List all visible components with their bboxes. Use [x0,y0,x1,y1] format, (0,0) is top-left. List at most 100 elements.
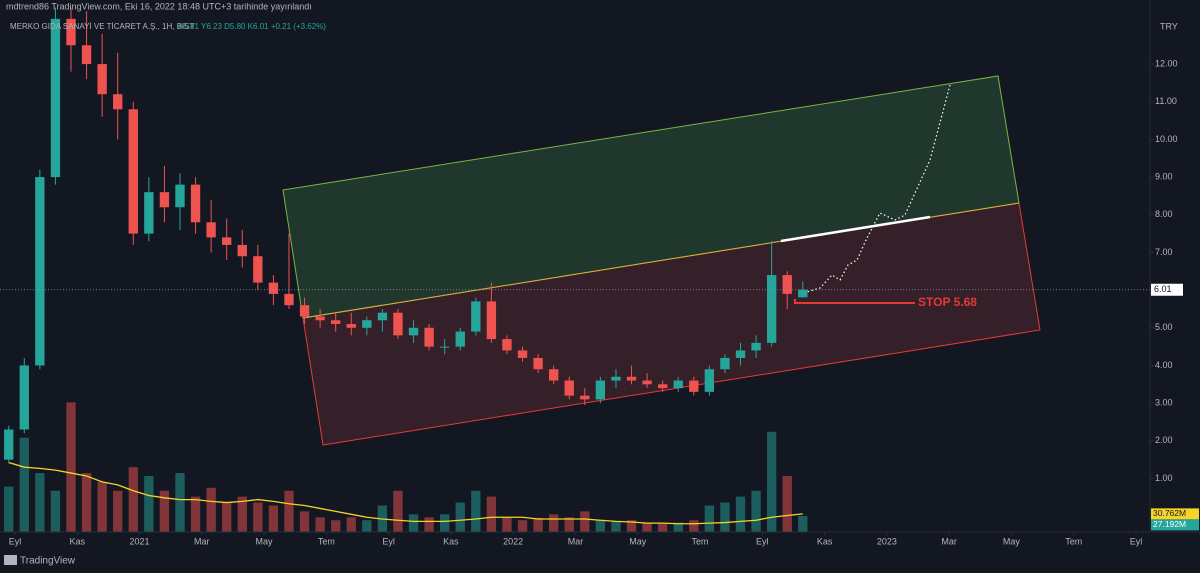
stop-label: STOP 5.68 [918,295,977,309]
candle-body [689,380,699,392]
candle-body [595,380,606,400]
x-tick-label: Tem [692,536,709,546]
candle-body [517,350,528,358]
candle-body [144,192,154,234]
volume-bar [595,520,606,532]
x-tick-label: Mar [568,536,584,546]
symbol: MERKO GIDA SANAYİ VE TİCARET A.Ş., 1H, B… [10,22,195,31]
candle-body [253,256,263,283]
volume-bar [798,515,808,532]
volume-bar [735,496,746,532]
candle-body [81,45,92,65]
volume-bar [689,520,699,532]
candle-body [175,184,185,208]
volume-bar [611,521,621,532]
volume-bar [657,523,668,532]
volume-bar [331,520,341,532]
candle-body [19,365,29,430]
candle-body [564,380,574,396]
candle-body [611,376,621,381]
resistance-line [780,215,931,243]
volume-bar [50,490,61,532]
candle-body [642,380,652,385]
candle-body [782,275,792,294]
volume-bar [362,520,372,532]
volume-tag [1151,519,1199,531]
volume-bar [206,487,216,532]
volume-bar [222,502,232,532]
candle-body [97,64,107,95]
volume-bar [455,502,465,532]
volume-bar [66,402,76,532]
candle-body [190,184,201,223]
candle-body [408,327,419,336]
volume-tag-label: 27.192M [1153,519,1186,529]
x-tick-label: Kas [69,536,85,546]
volume-tag [1151,508,1199,520]
volume-bar [580,511,590,532]
candle-body [424,327,434,347]
volume-bar [113,490,123,532]
volume-bar [159,490,170,532]
last-price-tag [1151,283,1183,296]
y-tick-label: 5.00 [1155,322,1173,332]
published: mdtrend86 TradingView.com, Eki 16, 2022 … [6,1,312,11]
volume-bar [486,496,497,532]
volume-ma [8,461,803,525]
candle-body [393,312,403,336]
candle-body [548,369,559,381]
candle-body [735,350,746,358]
y-tick-label: 2.00 [1155,435,1173,445]
x-tick-label: Tem [1065,536,1082,546]
candle-body [206,222,216,238]
candle-body [798,289,808,298]
volume-bar [408,514,419,532]
candle-body [673,380,683,389]
currency: TRY [1160,21,1178,31]
volume-bar [471,490,481,532]
candle-body [331,320,341,325]
candle-body [440,346,450,348]
candle-body [35,177,45,366]
volume-bar [440,514,450,532]
x-tick-label: 2022 [503,536,523,546]
volume-bar [533,517,543,532]
volume-bar [346,517,356,532]
x-tick-label: May [629,536,647,546]
candle-body [362,320,372,328]
volume-bar [502,517,512,532]
candle-body [237,244,247,257]
y-tick-label: 11.00 [1155,96,1177,106]
volume-bar [190,496,201,532]
candle-body [113,94,123,110]
candle-body [268,282,279,294]
volume-bar [626,520,637,532]
y-tick-label: 1.00 [1155,473,1173,483]
candle-body [533,357,543,370]
volume-bar [673,522,683,532]
x-tick-label: Eyl [1130,536,1143,546]
volume-bar [175,473,185,532]
x-tick-label: Mar [941,536,957,546]
volume-bar [751,490,761,532]
volume-bar [81,473,92,532]
x-tick-label: May [256,536,274,546]
y-tick-label: 3.00 [1155,398,1173,408]
logo [4,555,17,565]
candle-body [284,293,294,306]
projection-path [799,84,951,295]
volume-bar [19,437,29,532]
y-tick-label: 7.00 [1155,247,1173,257]
volume-bar [237,496,247,532]
candle-body [315,316,325,321]
volume-bar [564,517,574,532]
candle-body [471,301,481,332]
volume-bar [35,473,45,532]
plot-area [0,7,1150,532]
volume-bar [517,520,528,532]
x-tick-label: 2023 [877,536,897,546]
volume-bar [97,481,107,532]
volume-bar [253,502,263,532]
candle-body [626,376,637,381]
